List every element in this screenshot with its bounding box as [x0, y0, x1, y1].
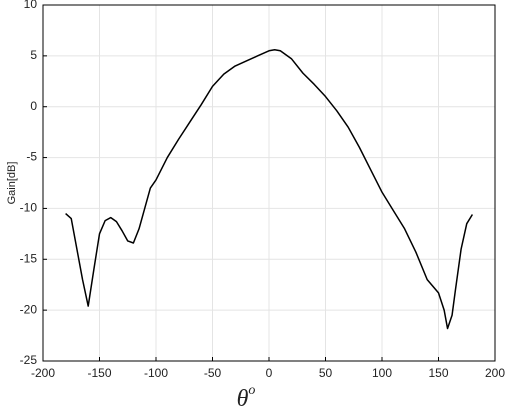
x-tick-label: -100 [144, 366, 168, 380]
y-tick-label: -5 [26, 150, 37, 164]
data-line [65, 49, 474, 330]
x-axis-label-main: θ [237, 386, 249, 412]
y-tick-label: -25 [20, 353, 38, 367]
x-tick-label: 150 [428, 366, 448, 380]
x-tick-label: 100 [372, 366, 392, 380]
y-tick-label: -15 [20, 251, 38, 265]
y-tick-label: 5 [30, 48, 37, 62]
x-tick-label: -200 [31, 366, 55, 380]
y-tick-label: 0 [30, 99, 37, 113]
x-tick-label: 200 [485, 366, 505, 380]
y-tick-label: 10 [24, 0, 38, 11]
x-tick-label: 0 [266, 366, 273, 380]
x-tick-label: -150 [87, 366, 111, 380]
y-tick-label: -20 [20, 302, 38, 316]
x-tick-label: 50 [319, 366, 333, 380]
x-axis-label-sup: o [248, 383, 255, 398]
y-tick-label: -10 [20, 201, 38, 215]
x-tick-label: -50 [204, 366, 222, 380]
x-axis-label: θo [237, 383, 256, 411]
y-axis-label: Gain[dB] [6, 162, 18, 205]
